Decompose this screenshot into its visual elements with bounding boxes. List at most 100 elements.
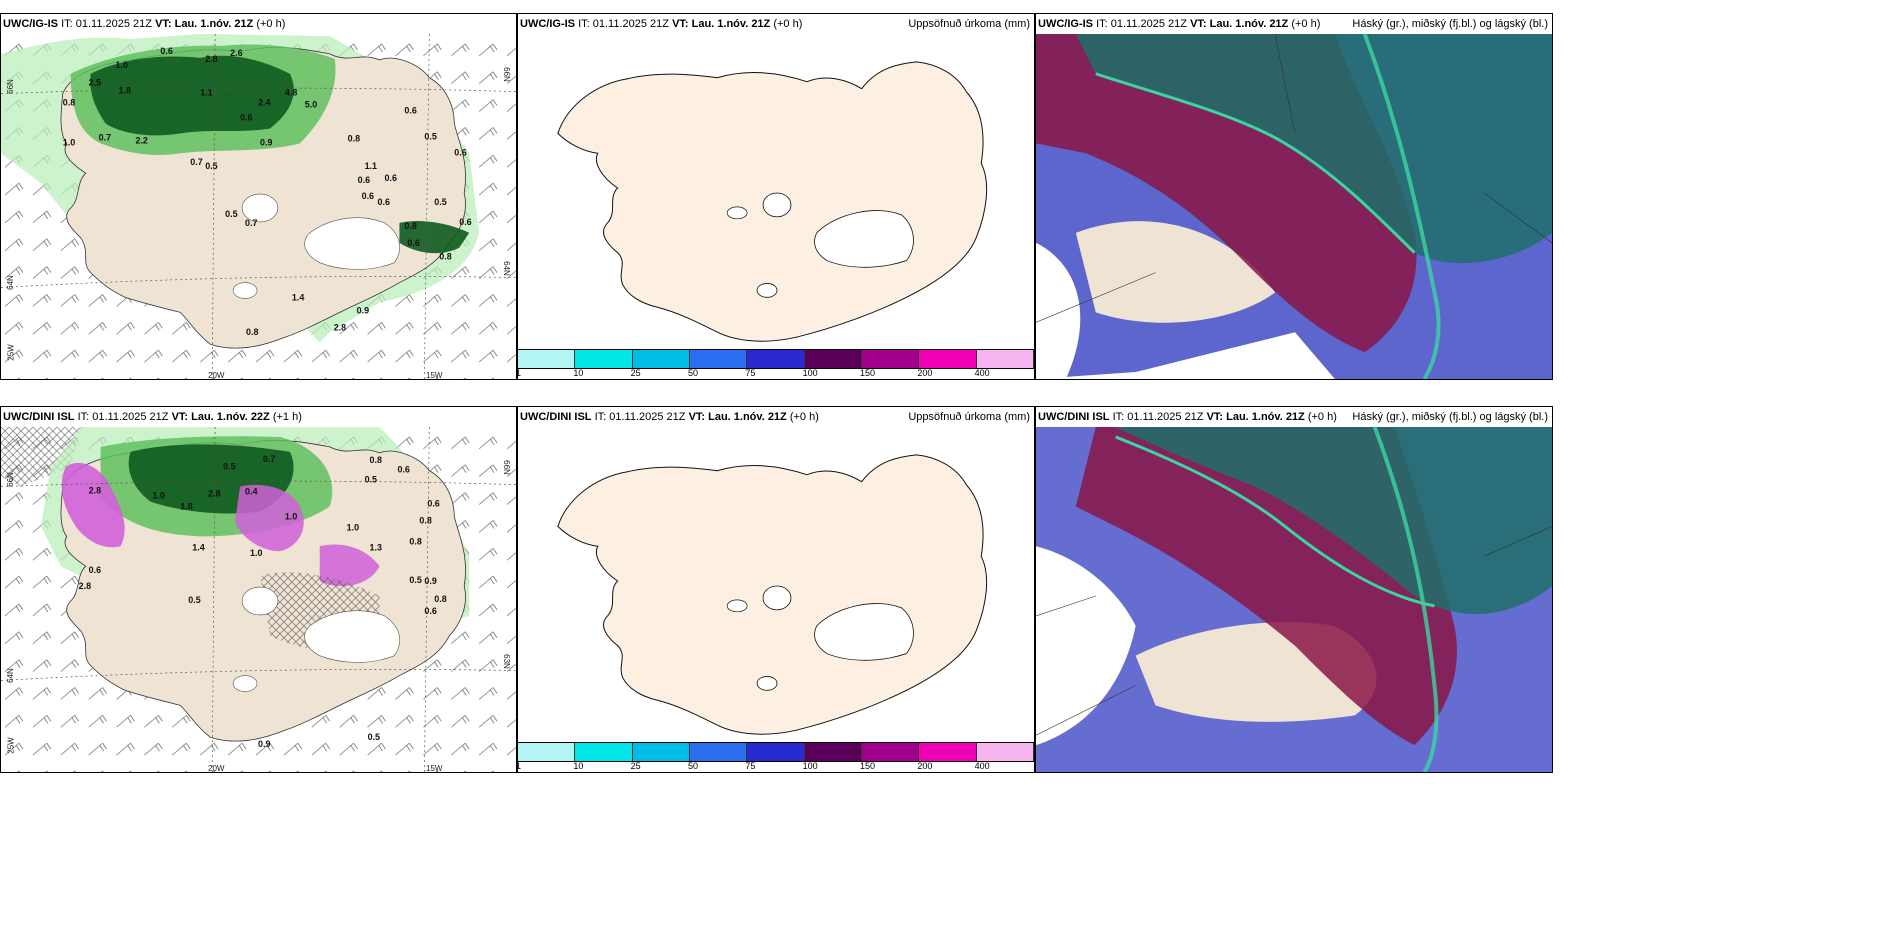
glacier-vatnajokull [814,210,914,268]
it-label: IT: [594,411,607,423]
panel-header: UWC/IG-IS IT: 01.11.2025 21Z VT: Lau. 1.… [1036,14,1552,34]
map-svg [1036,34,1552,379]
vt-value: Lau. 1.nóv. 21Z [691,18,771,30]
colorbar-swatch [575,350,633,368]
precip-value-label: 0.6 [407,238,419,248]
precip-value-label: 1.4 [292,292,304,302]
glacier-vatnajokull [304,217,400,270]
vt-value: Lau. 1.nóv. 21Z [1226,411,1305,423]
precip-value-label: 1.3 [370,542,382,552]
glacier-vatnajokull [814,603,914,661]
model-name: UWC/IG-IS [1038,18,1093,30]
colorbar-tick-label: 150 [860,368,876,378]
precip-value-label: 0.6 [424,606,436,616]
lead-time: (+0 h) [1307,411,1337,423]
precip-value-label: 2.8 [208,489,220,499]
glacier-hofsjokull [726,206,748,220]
precip-value-label: 0.5 [225,209,237,219]
precip-value-label: 1.0 [116,60,128,70]
glacier-vatnajokull [304,610,400,663]
precip-value-label: 1.1 [365,161,377,171]
model-name: UWC/IG-IS [3,18,58,30]
hatched-snow-area [1,427,81,487]
precip-value-label: 0.6 [454,147,466,157]
panel-header: UWC/DINI ISL IT: 01.11.2025 21Z VT: Lau.… [1,407,516,427]
axis-label-lat-66-right: 66N [502,460,512,475]
precip-value-label: 1.4 [192,542,204,552]
colorbar-swatches [518,349,1034,369]
precip-value-label: 0.4 [245,487,257,497]
precip-value-label: 0.8 [434,594,446,604]
lead-time: (+1 h) [272,411,302,423]
iceland-land-visible [1075,221,1276,323]
colorbar-tick-label: 400 [974,368,990,378]
axis-label-lon-20: 20W [208,764,225,773]
precip-value-label: 0.6 [459,217,471,227]
precip-value-label: 0.6 [385,173,397,183]
colorbar-swatch [632,743,690,761]
precip-value-label: 1.0 [152,491,164,501]
colorbar-tick-label: 400 [974,761,990,771]
vt-label: VT: [155,18,172,30]
axis-label-lon-25: 25W [6,737,16,754]
precip-value-label: 2.8 [89,486,101,496]
lead-time: (+0 h) [773,18,803,30]
precip-value-label: 0.6 [362,191,374,201]
precip-value-label: 0.9 [357,305,369,315]
precip-value-label: 0.5 [368,732,380,742]
colorbar-swatch [976,743,1034,761]
panel-right-title: Uppsöfnuð úrkoma (mm) [908,18,1030,30]
colorbar-tick-label: 1 [518,368,521,378]
precip-value-label: 0.7 [99,132,111,142]
panel-header: UWC/IG-IS IT: 01.11.2025 21Z VT: Lau. 1.… [518,14,1034,34]
map-svg [557,61,988,342]
it-label: IT: [1112,411,1125,423]
axis-label-lat-63-right: 63N [502,654,512,669]
panel-ig-is-clouds: UWC/IG-IS IT: 01.11.2025 21Z VT: Lau. 1.… [1035,13,1553,380]
panel-header: UWC/DINI ISL IT: 01.11.2025 21Z VT: Lau.… [518,407,1034,427]
precip-value-label: 0.8 [409,536,421,546]
precip-value-label: 2.8 [79,581,91,591]
precip-value-label: 2.8 [334,322,346,332]
precip-value-label: 0.7 [245,218,257,228]
axis-label-lat-66: 66N [5,79,15,94]
panel-ig-is-precip-wind: UWC/IG-IS IT: 01.11.2025 21Z VT: Lau. 1.… [0,13,517,380]
high-cloud-edge [1095,72,1416,254]
precip-value-label: 0.5 [434,197,446,207]
colorbar-swatch [747,350,805,368]
it-value: 01.11.2025 21Z [609,411,686,423]
glacier-hofsjokull [726,599,748,613]
precip-value-label: 0.8 [246,327,258,337]
precip-value-label: 0.8 [404,221,416,231]
colorbar-tick-label: 10 [573,368,584,378]
vt-label: VT: [672,18,689,30]
colorbar-swatch [518,743,576,761]
map-svg [557,454,988,735]
snow-region-east [319,544,380,587]
it-label: IT: [77,411,90,423]
colorbar-tick-label: 75 [745,761,756,771]
axis-label-lon-25: 25W [6,344,16,361]
colorbar-swatch [861,350,920,368]
colorbar-ticks: 1 10 25 50 75 100 150 200 400 [518,761,1034,772]
high-cloud-band [1362,34,1441,379]
snow-region-central [235,484,304,552]
precip-value-label: 1.0 [285,511,297,521]
glacier-langjokull [762,192,792,218]
axis-label-lat-66: 66N [5,472,15,487]
vt-label: VT: [688,411,706,423]
lead-time: (+0 h) [1291,18,1321,30]
precip-value-label: 0.8 [348,133,360,143]
model-name: UWC/IG-IS [520,18,575,30]
precip-value-label: 0.5 [409,575,421,585]
glacier-langjokull [241,586,279,616]
map-area [518,427,1034,742]
panel-header: UWC/IG-IS IT: 01.11.2025 21Z VT: Lau. 1.… [1,14,516,34]
precip-value-label: 0.5 [223,462,235,472]
map-svg: 0.6 2.6 2.8 1.0 2.5 1.8 0.8 1.1 2.4 4.8 0.6 5.0 0.7 2… [1,34,516,379]
precip-value-label: 0.6 [404,106,416,116]
it-value: 01.11.2025 21Z [1127,411,1204,423]
it-label: IT: [1096,18,1108,30]
panel-dini-precip-wind: UWC/DINI ISL IT: 01.11.2025 21Z VT: Lau.… [0,406,517,773]
vt-value: Lau. 1.nóv. 22Z [191,411,270,423]
